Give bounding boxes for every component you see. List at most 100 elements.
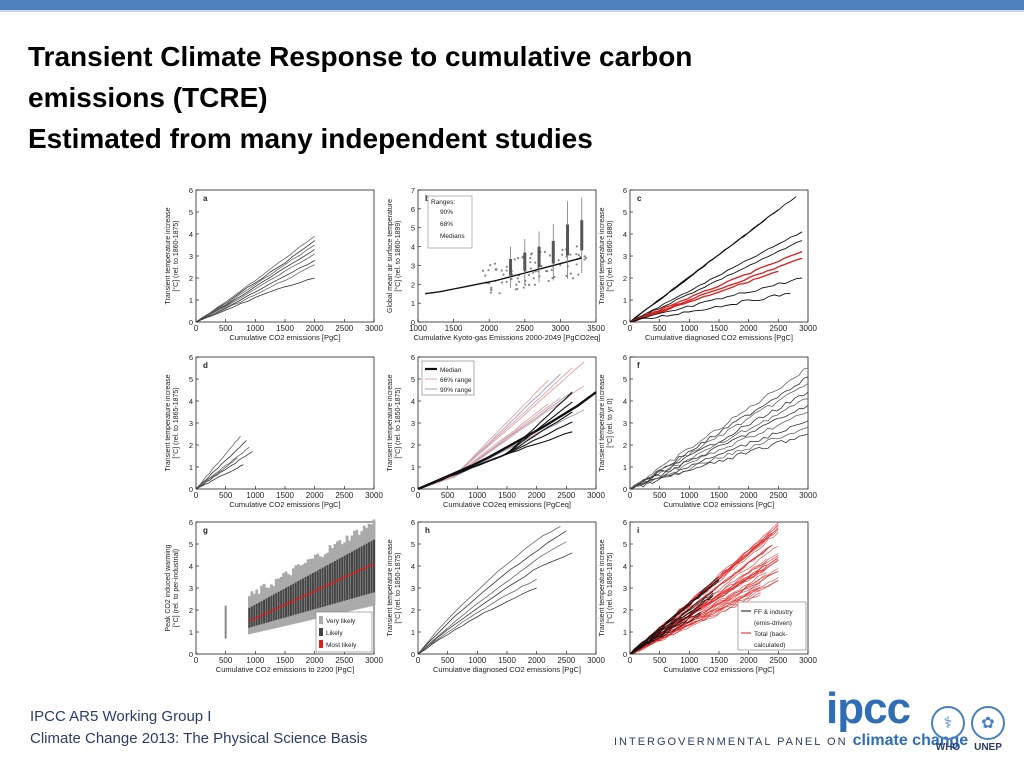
- series-line: [195, 457, 238, 490]
- total-line: [629, 580, 779, 655]
- scatter-point: [514, 288, 517, 291]
- scatter-point: [516, 277, 519, 280]
- who-emblem-icon: ⚕: [931, 706, 965, 740]
- scatter-point: [522, 286, 525, 289]
- who-label: WHO: [935, 742, 961, 753]
- series-line: [629, 376, 809, 490]
- range-box: [537, 246, 541, 268]
- likely-bar: [351, 551, 354, 599]
- y-tick-label: 4: [411, 397, 415, 406]
- x-tick-label: 500: [653, 491, 667, 500]
- range-box: [566, 224, 570, 256]
- series-line: [195, 464, 244, 490]
- y-tick-label: 4: [623, 230, 627, 239]
- y-tick-label: 7: [411, 186, 415, 195]
- panel-letter: i: [637, 526, 639, 535]
- x-tick-label: 2000: [740, 491, 758, 500]
- legend-item: 90% range: [440, 387, 472, 394]
- scatter-point: [575, 263, 578, 266]
- x-tick-label: 2000: [306, 324, 324, 333]
- y-tick-label: 6: [623, 518, 627, 527]
- scatter-point: [484, 274, 487, 277]
- legend-box: [737, 601, 807, 651]
- scatter-point: [548, 254, 552, 257]
- scatter-point: [579, 255, 582, 258]
- x-tick-label: 1000: [680, 491, 698, 500]
- likely-bar: [302, 578, 305, 613]
- x-tick-label: 3000: [587, 656, 605, 665]
- y-axis-label-line: Peak CO2 induced warming: [165, 544, 172, 631]
- range-line: [417, 361, 585, 490]
- scatter-point: [481, 269, 485, 272]
- likely-bar: [280, 590, 283, 619]
- x-tick-label: 0: [628, 656, 633, 665]
- y-axis-label: Transient temperature increase[°C] (rel.…: [165, 374, 180, 471]
- y-tick-label: 1: [189, 463, 193, 472]
- x-tick-label: 3000: [365, 656, 383, 665]
- likely-bar: [263, 599, 266, 624]
- panel-a: 0 500 1000 1500 2000 2500 3000 0 1 2 3 4 5 6 Cumulativ…: [165, 186, 383, 342]
- x-tick-label: 1000: [468, 656, 486, 665]
- panel-letter: a: [203, 194, 208, 203]
- series-line: [629, 240, 803, 323]
- likely-bar: [348, 552, 351, 600]
- scatter-point: [517, 280, 521, 283]
- footer-line-2: Climate Change 2013: The Physical Scienc…: [30, 730, 368, 747]
- legend-item: Total (back-: [754, 631, 788, 638]
- y-axis-label-line: Transient temperature increase: [165, 207, 172, 304]
- scatter-point: [540, 264, 543, 268]
- likely-bar: [253, 605, 256, 627]
- y-tick-label: 2: [189, 441, 193, 450]
- y-axis-label: Transient temperature increase[°C] (rel.…: [387, 539, 402, 636]
- y-tick-label: 2: [411, 441, 415, 450]
- x-tick-label: 0: [416, 656, 421, 665]
- likely-bar: [360, 546, 363, 596]
- panel-letter: h: [425, 526, 430, 535]
- likely-bar: [277, 591, 280, 620]
- x-tick-label: 2000: [740, 324, 758, 333]
- likely-bar: [260, 601, 263, 625]
- x-tick-label: 500: [219, 656, 233, 665]
- scatter-point: [528, 283, 531, 286]
- y-tick-label: 6: [623, 186, 627, 195]
- y-tick-label: 6: [189, 518, 193, 527]
- y-tick-label: 3: [411, 261, 415, 270]
- scatter-point: [529, 261, 532, 264]
- scatter-point: [489, 264, 492, 267]
- x-axis-label: Cumulative diagnosed CO2 emissions [PgC]: [645, 333, 793, 342]
- legend-item: (emis-driven): [754, 620, 792, 627]
- ff-industry-line: [629, 607, 702, 655]
- likely-bar: [287, 586, 290, 617]
- scatter-point: [517, 257, 520, 260]
- y-tick-label: 6: [411, 518, 415, 527]
- scatter-point: [546, 270, 549, 273]
- x-axis-label: Cumulative CO2 emissions to 2200 [PgC]: [216, 665, 354, 674]
- y-tick-label: 5: [189, 540, 193, 549]
- legend: Very likely Likely Most likely: [315, 611, 373, 653]
- likely-bar: [255, 603, 258, 626]
- x-tick-label: 2500: [769, 324, 787, 333]
- x-tick-label: 1500: [498, 656, 516, 665]
- y-axis-label-line: [°C] (rel. to 1850-1875): [394, 552, 402, 623]
- likely-bar: [272, 594, 275, 621]
- x-tick-label: 500: [653, 324, 667, 333]
- likely-bar: [370, 540, 373, 594]
- legend-item: 66% range: [440, 377, 472, 384]
- likely-bar: [294, 582, 297, 615]
- likely-bar: [297, 581, 300, 614]
- panel-i: 0 500 1000 1500 2000 2500 3000 0 1 2 3 4 5 6 Cumulativ…: [599, 518, 817, 674]
- scatter-point: [557, 259, 560, 262]
- footer-line-1: IPCC AR5 Working Group I: [30, 708, 212, 725]
- x-axis-label: Cumulative Kyoto-gas Emissions 2000-2049…: [414, 333, 601, 342]
- x-tick-label: 0: [628, 491, 633, 500]
- y-tick-label: 0: [189, 485, 193, 494]
- x-tick-label: 500: [653, 656, 667, 665]
- y-tick-label: 5: [189, 208, 193, 217]
- y-tick-label: 1: [623, 463, 627, 472]
- likely-bar: [365, 543, 368, 595]
- y-axis-label-line: [°C] (rel. to 1860-1880): [606, 220, 614, 291]
- legend-title: Ranges:: [431, 199, 455, 206]
- x-tick-label: 500: [441, 491, 455, 500]
- range-box: [580, 220, 584, 251]
- scatter-point: [577, 254, 580, 257]
